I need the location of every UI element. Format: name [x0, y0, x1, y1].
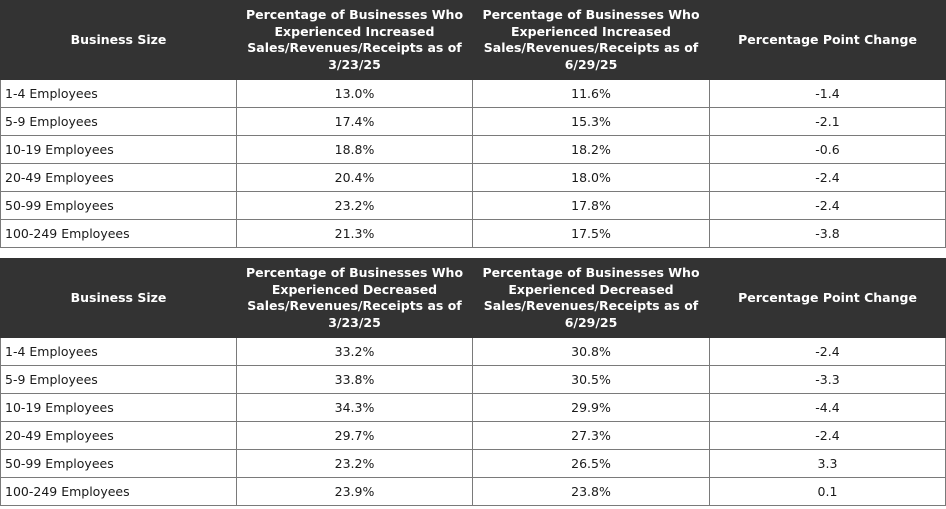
cell-pct-6-29-25: 18.0%	[472, 163, 710, 192]
header-point-change: Percentage Point Change	[709, 0, 946, 80]
cell-pct-6-29-25: 18.2%	[472, 135, 710, 164]
increased-sales-table: Business Size Percentage of Businesses W…	[0, 0, 946, 248]
table-row: 50-99 Employees 23.2% 26.5% 3.3	[0, 449, 946, 478]
increased-sales-table-container: Business Size Percentage of Businesses W…	[0, 0, 946, 248]
table-body: 1-4 Employees 33.2% 30.8% -2.4 5-9 Emplo…	[0, 337, 946, 506]
cell-business-size: 100-249 Employees	[0, 477, 237, 506]
cell-business-size: 5-9 Employees	[0, 365, 237, 394]
cell-pct-3-23-25: 17.4%	[236, 107, 473, 136]
cell-pct-3-23-25: 18.8%	[236, 135, 473, 164]
cell-business-size: 10-19 Employees	[0, 135, 237, 164]
table-row: 5-9 Employees 17.4% 15.3% -2.1	[0, 107, 946, 136]
cell-pct-6-29-25: 30.5%	[472, 365, 710, 394]
cell-point-change: -2.4	[709, 191, 946, 220]
table-row: 100-249 Employees 23.9% 23.8% 0.1	[0, 477, 946, 506]
header-business-size: Business Size	[0, 258, 237, 338]
cell-business-size: 20-49 Employees	[0, 421, 237, 450]
header-business-size: Business Size	[0, 0, 237, 80]
table-header: Business Size Percentage of Businesses W…	[0, 0, 946, 80]
cell-pct-6-29-25: 29.9%	[472, 393, 710, 422]
cell-pct-3-23-25: 13.0%	[236, 79, 473, 108]
table-row: 20-49 Employees 20.4% 18.0% -2.4	[0, 163, 946, 192]
cell-pct-6-29-25: 30.8%	[472, 337, 710, 366]
header-decreased-3-23-25: Percentage of Businesses Who Experienced…	[236, 258, 473, 338]
decreased-sales-table-container: Business Size Percentage of Businesses W…	[0, 258, 946, 506]
table-body: 1-4 Employees 13.0% 11.6% -1.4 5-9 Emplo…	[0, 79, 946, 248]
cell-point-change: -2.4	[709, 163, 946, 192]
cell-point-change: -3.8	[709, 219, 946, 248]
cell-pct-6-29-25: 27.3%	[472, 421, 710, 450]
cell-business-size: 1-4 Employees	[0, 337, 237, 366]
cell-point-change: 3.3	[709, 449, 946, 478]
cell-point-change: -2.4	[709, 337, 946, 366]
cell-pct-6-29-25: 17.8%	[472, 191, 710, 220]
table-row: 100-249 Employees 21.3% 17.5% -3.8	[0, 219, 946, 248]
cell-point-change: 0.1	[709, 477, 946, 506]
table-row: 5-9 Employees 33.8% 30.5% -3.3	[0, 365, 946, 394]
cell-pct-3-23-25: 23.2%	[236, 449, 473, 478]
cell-point-change: -3.3	[709, 365, 946, 394]
header-point-change: Percentage Point Change	[709, 258, 946, 338]
cell-pct-3-23-25: 23.2%	[236, 191, 473, 220]
table-row: 10-19 Employees 34.3% 29.9% -4.4	[0, 393, 946, 422]
cell-business-size: 1-4 Employees	[0, 79, 237, 108]
cell-pct-3-23-25: 21.3%	[236, 219, 473, 248]
table-row: 50-99 Employees 23.2% 17.8% -2.4	[0, 191, 946, 220]
cell-business-size: 5-9 Employees	[0, 107, 237, 136]
cell-point-change: -2.4	[709, 421, 946, 450]
table-row: 1-4 Employees 33.2% 30.8% -2.4	[0, 337, 946, 366]
header-decreased-6-29-25: Percentage of Businesses Who Experienced…	[472, 258, 710, 338]
decreased-sales-table: Business Size Percentage of Businesses W…	[0, 258, 946, 506]
table-row: 10-19 Employees 18.8% 18.2% -0.6	[0, 135, 946, 164]
table-row: 20-49 Employees 29.7% 27.3% -2.4	[0, 421, 946, 450]
cell-point-change: -4.4	[709, 393, 946, 422]
cell-pct-3-23-25: 34.3%	[236, 393, 473, 422]
cell-pct-3-23-25: 29.7%	[236, 421, 473, 450]
cell-pct-3-23-25: 20.4%	[236, 163, 473, 192]
table-header: Business Size Percentage of Businesses W…	[0, 258, 946, 338]
cell-pct-6-29-25: 17.5%	[472, 219, 710, 248]
cell-business-size: 100-249 Employees	[0, 219, 237, 248]
cell-pct-6-29-25: 15.3%	[472, 107, 710, 136]
cell-business-size: 10-19 Employees	[0, 393, 237, 422]
cell-business-size: 50-99 Employees	[0, 191, 237, 220]
header-row: Business Size Percentage of Businesses W…	[0, 258, 946, 338]
cell-pct-6-29-25: 11.6%	[472, 79, 710, 108]
header-increased-6-29-25: Percentage of Businesses Who Experienced…	[472, 0, 710, 80]
header-increased-3-23-25: Percentage of Businesses Who Experienced…	[236, 0, 473, 80]
cell-pct-3-23-25: 33.2%	[236, 337, 473, 366]
header-row: Business Size Percentage of Businesses W…	[0, 0, 946, 80]
table-row: 1-4 Employees 13.0% 11.6% -1.4	[0, 79, 946, 108]
cell-point-change: -1.4	[709, 79, 946, 108]
cell-point-change: -0.6	[709, 135, 946, 164]
cell-point-change: -2.1	[709, 107, 946, 136]
cell-pct-3-23-25: 33.8%	[236, 365, 473, 394]
cell-business-size: 50-99 Employees	[0, 449, 237, 478]
cell-pct-6-29-25: 23.8%	[472, 477, 710, 506]
cell-pct-6-29-25: 26.5%	[472, 449, 710, 478]
cell-pct-3-23-25: 23.9%	[236, 477, 473, 506]
cell-business-size: 20-49 Employees	[0, 163, 237, 192]
